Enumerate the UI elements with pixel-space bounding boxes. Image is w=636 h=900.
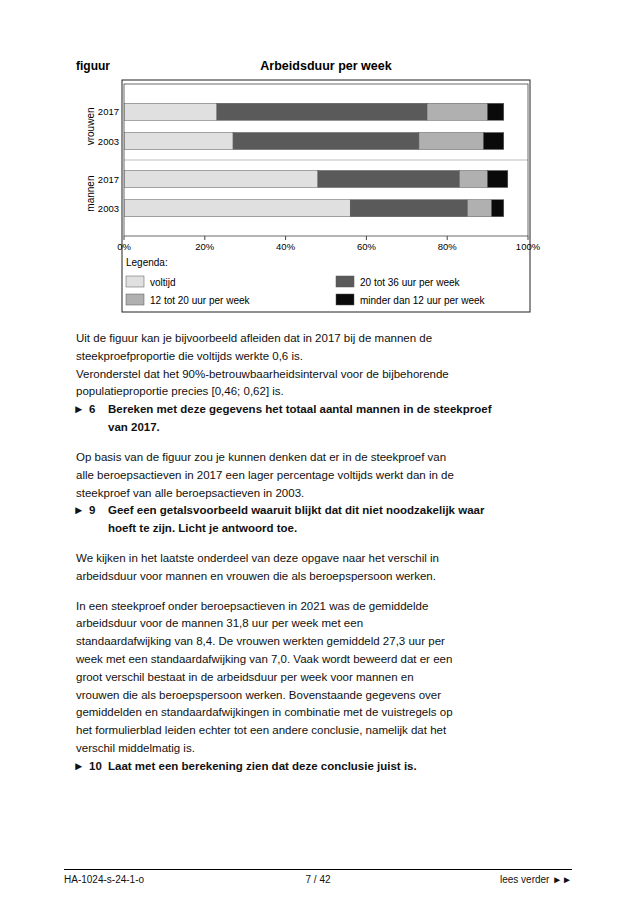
- question-bullet: ►: [73, 502, 89, 538]
- x-tick: [447, 236, 448, 240]
- body-text: Uit de figuur kan je bijvoorbeeld afleid…: [76, 330, 616, 776]
- bar: [124, 133, 233, 150]
- question-number: 6: [89, 401, 108, 437]
- question-number: 9: [89, 502, 108, 538]
- x-tick-label: 20%: [195, 241, 215, 252]
- legend-entry: minder dan 12 uur per week: [360, 295, 486, 306]
- legend-entry: 20 tot 36 uur per week: [360, 277, 461, 288]
- legend-swatch: [126, 294, 144, 305]
- paragraph: We kijken in het laatste onderdeel van d…: [76, 550, 616, 586]
- y-tick-label: 2017: [98, 174, 119, 185]
- bar: [318, 171, 459, 188]
- x-tick: [285, 236, 286, 240]
- bar: [488, 171, 508, 188]
- legend-swatch: [336, 276, 354, 287]
- legend-title: Legenda:: [126, 257, 168, 268]
- legend-swatch: [336, 294, 354, 305]
- group-separator: [124, 160, 528, 161]
- bar: [124, 103, 217, 120]
- footer-right: lees verder ►►: [500, 874, 572, 885]
- question: ►9Geef een getalsvoorbeeld waaruit blijk…: [76, 502, 616, 538]
- paragraph: Op basis van de figuur zou je kunnen den…: [76, 449, 616, 502]
- legend-entry: 12 tot 20 uur per week: [150, 295, 251, 306]
- x-tick-label: 0%: [117, 241, 131, 252]
- x-tick-label: 40%: [276, 241, 296, 252]
- question-bullet: ►: [73, 401, 89, 437]
- paragraph: In een steekproef onder beroepsactieven …: [76, 598, 616, 758]
- y-tick-label: 2003: [98, 136, 119, 147]
- x-tick: [204, 236, 205, 240]
- question-text: Geef een getalsvoorbeeld waaruit blijkt …: [108, 502, 484, 538]
- bars: [124, 103, 508, 216]
- bar: [484, 133, 504, 150]
- x-tick: [124, 236, 125, 240]
- bar: [427, 103, 488, 120]
- footer-left: HA-1024-s-24-1-o: [64, 874, 144, 885]
- bar: [467, 200, 491, 217]
- group-label: mannen: [85, 176, 96, 212]
- bar: [124, 171, 318, 188]
- bar: [492, 200, 504, 217]
- question-text: Bereken met deze gegevens het totaal aan…: [108, 401, 491, 437]
- plot-frame: [124, 84, 528, 236]
- chart-box: [122, 80, 530, 312]
- x-tick: [528, 236, 529, 240]
- bar: [217, 103, 427, 120]
- group-label: vrouwen: [85, 107, 96, 145]
- x-tick-label: 100%: [516, 241, 541, 252]
- x-tick: [366, 236, 367, 240]
- bar: [459, 171, 487, 188]
- question: ►6Bereken met deze gegevens het totaal a…: [76, 401, 616, 437]
- footer-rule: [64, 869, 572, 870]
- figure-label: figuur: [76, 59, 110, 73]
- chart-title: Arbeidsduur per week: [260, 59, 391, 73]
- y-tick-label: 2017: [98, 106, 119, 117]
- chart: Arbeidsduur per week figuur 0% 20% 40% 60% 80%…: [0, 0, 636, 320]
- bar: [488, 103, 504, 120]
- bar: [233, 133, 419, 150]
- x-tick-label: 60%: [357, 241, 377, 252]
- question-bullet: ►: [73, 758, 89, 776]
- bar: [419, 133, 484, 150]
- footer-center: 7 / 42: [305, 874, 330, 885]
- y-tick-label: 2003: [98, 203, 119, 214]
- x-tick-label: 80%: [438, 241, 458, 252]
- question-number: 10: [89, 758, 108, 776]
- legend-swatch: [126, 276, 144, 287]
- question: ►10Laat met een berekening zien dat deze…: [76, 758, 616, 776]
- paragraph: Uit de figuur kan je bijvoorbeeld afleid…: [76, 330, 616, 401]
- question-text: Laat met een berekening zien dat deze co…: [108, 758, 417, 776]
- legend-entry: voltijd: [150, 277, 176, 288]
- bar: [350, 200, 467, 217]
- bar: [124, 200, 350, 217]
